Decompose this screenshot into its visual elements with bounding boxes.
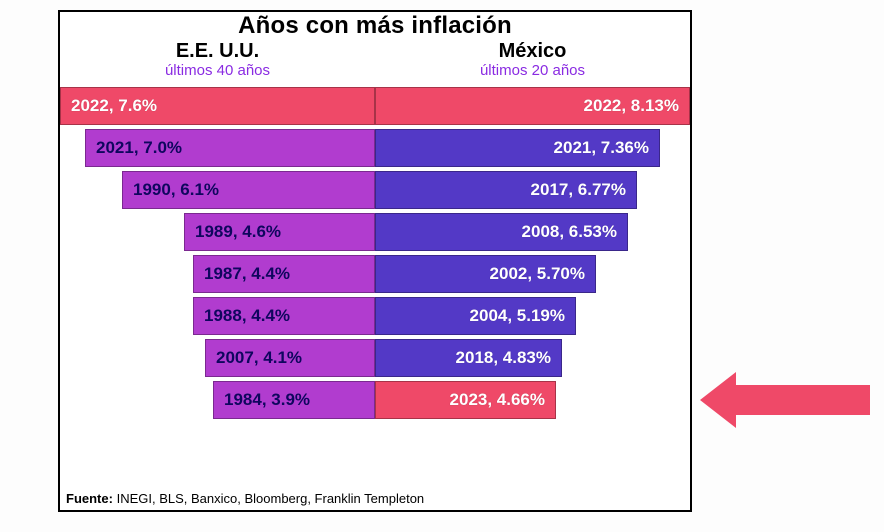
left-bar: 2007, 4.1%	[205, 339, 375, 377]
left-bar: 1987, 4.4%	[193, 255, 375, 293]
left-bar-label: 1988, 4.4%	[204, 306, 290, 326]
left-bar: 1990, 6.1%	[122, 171, 375, 209]
left-bar-label: 1990, 6.1%	[133, 180, 219, 200]
right-bar-label: 2017, 6.77%	[531, 180, 626, 200]
right-bar: 2002, 5.70%	[375, 255, 596, 293]
left-bar-label: 2021, 7.0%	[96, 138, 182, 158]
right-bar-label: 2002, 5.70%	[490, 264, 585, 284]
right-bar-label: 2022, 8.13%	[584, 96, 679, 116]
right-bar: 2004, 5.19%	[375, 297, 576, 335]
right-country-label: México	[375, 40, 690, 63]
chart-row: 2022, 7.6% 2022, 8.13%	[60, 85, 690, 127]
left-bar-label: 2007, 4.1%	[216, 348, 302, 368]
arrow-shaft	[736, 385, 870, 415]
column-headers: E.E. U.U. últimos 40 años México últimos…	[60, 40, 690, 79]
right-bar-label: 2004, 5.19%	[470, 306, 565, 326]
left-bar-label: 2022, 7.6%	[71, 96, 157, 116]
right-bar: 2022, 8.13%	[375, 87, 690, 125]
left-bar-label: 1989, 4.6%	[195, 222, 281, 242]
left-column-header: E.E. U.U. últimos 40 años	[60, 40, 375, 79]
right-bar-label: 2023, 4.66%	[450, 390, 545, 410]
left-bar-label: 1984, 3.9%	[224, 390, 310, 410]
source-line: Fuente: INEGI, BLS, Banxico, Bloomberg, …	[66, 491, 424, 506]
right-bar-label: 2008, 6.53%	[522, 222, 617, 242]
chart-row: 1984, 3.9% 2023, 4.66%	[60, 379, 690, 421]
right-bar: 2008, 6.53%	[375, 213, 628, 251]
left-country-label: E.E. U.U.	[60, 40, 375, 63]
funnel-chart: 2022, 7.6% 2022, 8.13% 2021, 7.0% 2021, 7.3…	[60, 85, 690, 485]
left-bar: 1988, 4.4%	[193, 297, 375, 335]
chart-row: 1987, 4.4% 2002, 5.70%	[60, 253, 690, 295]
chart-row: 1990, 6.1% 2017, 6.77%	[60, 169, 690, 211]
left-bar: 2021, 7.0%	[85, 129, 375, 167]
arrow-head-icon	[700, 372, 736, 428]
source-text: INEGI, BLS, Banxico, Bloomberg, Franklin…	[117, 491, 425, 506]
right-bar: 2018, 4.83%	[375, 339, 562, 377]
right-bar: 2021, 7.36%	[375, 129, 660, 167]
chart-row: 2007, 4.1% 2018, 4.83%	[60, 337, 690, 379]
highlight-arrow	[700, 372, 870, 428]
right-bar-label: 2018, 4.83%	[456, 348, 551, 368]
right-bar-label: 2021, 7.36%	[554, 138, 649, 158]
chart-row: 1989, 4.6% 2008, 6.53%	[60, 211, 690, 253]
source-label: Fuente:	[66, 491, 113, 506]
chart-title: Años con más inflación	[60, 12, 690, 40]
chart-card: Años con más inflación E.E. U.U. últimos…	[58, 10, 692, 512]
right-column-header: México últimos 20 años	[375, 40, 690, 79]
left-bar: 1984, 3.9%	[213, 381, 375, 419]
right-range-label: últimos 20 años	[375, 62, 690, 79]
right-bar: 2023, 4.66%	[375, 381, 556, 419]
left-bar: 1989, 4.6%	[184, 213, 375, 251]
left-bar-label: 1987, 4.4%	[204, 264, 290, 284]
right-bar: 2017, 6.77%	[375, 171, 637, 209]
left-bar: 2022, 7.6%	[60, 87, 375, 125]
chart-row: 1988, 4.4% 2004, 5.19%	[60, 295, 690, 337]
left-range-label: últimos 40 años	[60, 62, 375, 79]
chart-row: 2021, 7.0% 2021, 7.36%	[60, 127, 690, 169]
